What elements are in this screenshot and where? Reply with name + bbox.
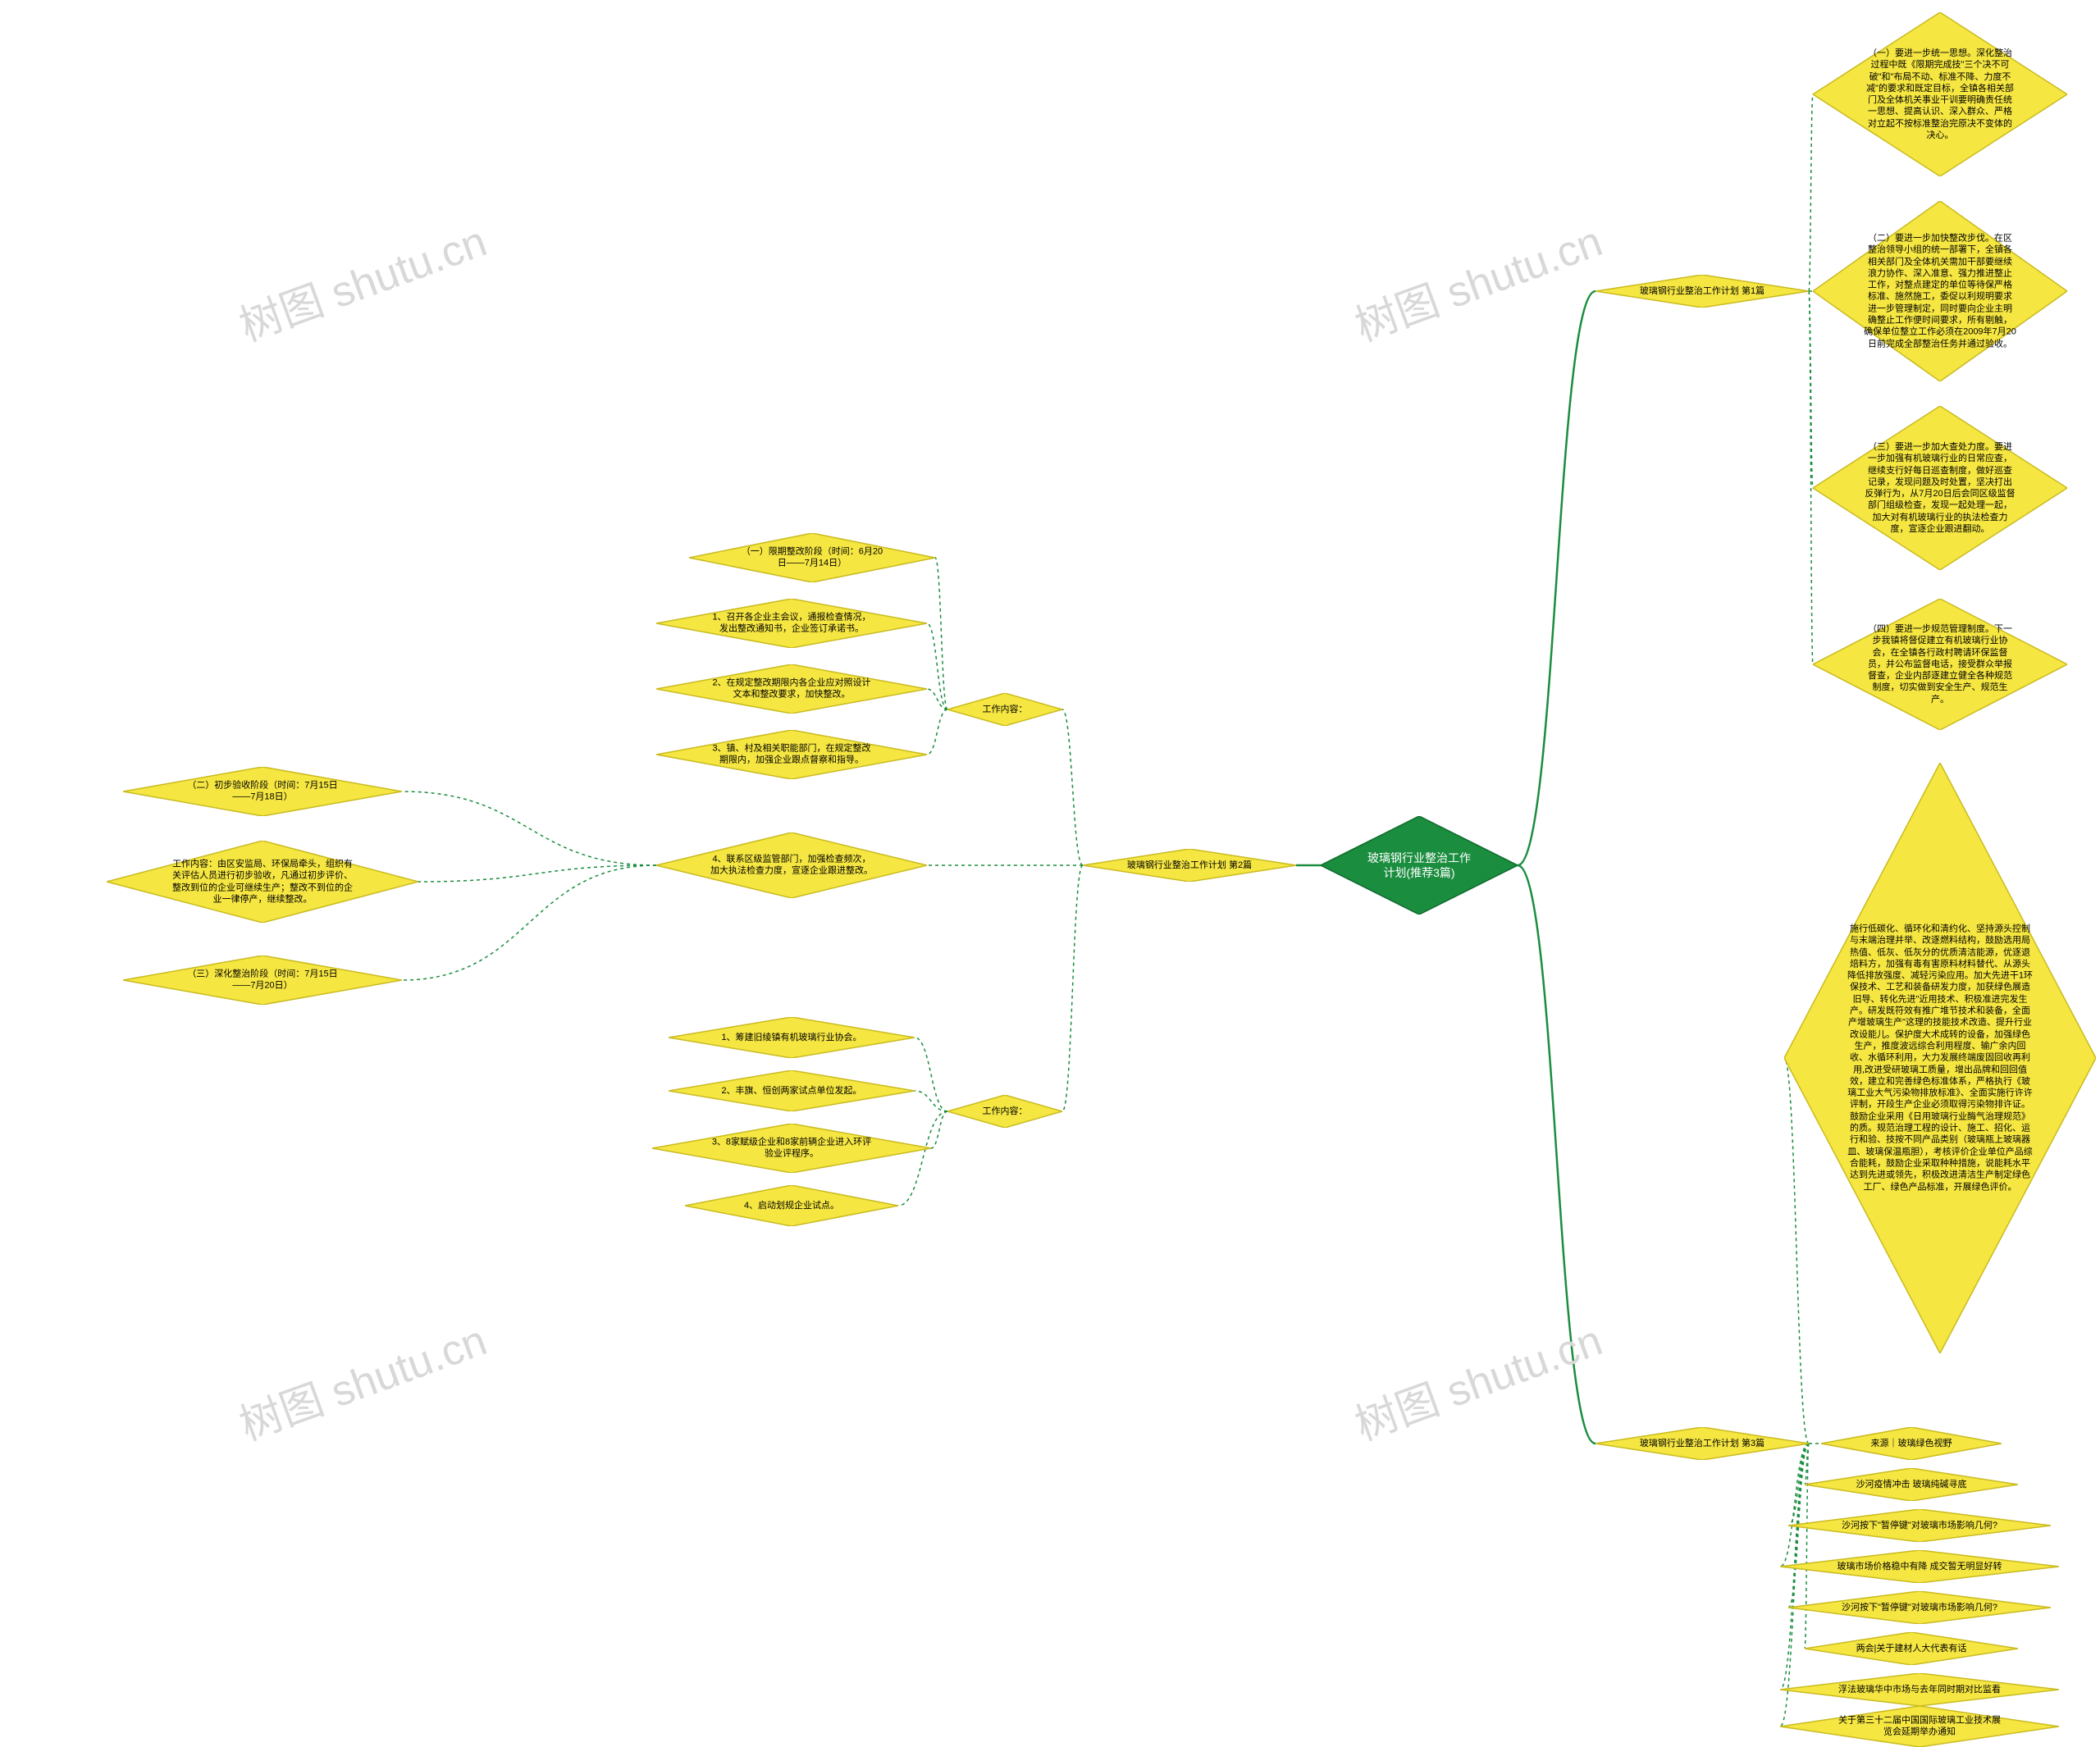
node-label: 沙河疫情冲击 玻璃纯碱寻底 (1847, 1479, 1975, 1490)
watermark: 树图 shutu.cn (1345, 1306, 1609, 1452)
node-label: （一）要进一步统一思想。深化整治过程中既《限期完成技"三个决不可破"和"布局不动… (1864, 48, 2016, 141)
node-label: （二）要进一步加快整改步伐。在区整治领导小组的统一部署下，全镇各相关部门及全体机… (1864, 233, 2016, 350)
connector (402, 791, 656, 865)
node-a3_0[interactable]: 施行低碳化、循环化和清约化、坚持源头控制与末端治理并举、改逐燃料结构，鼓励选用局… (1784, 763, 2096, 1353)
watermark: 树图 shutu.cn (230, 207, 494, 353)
node-a2_1[interactable]: （一）限期整改阶段（时间：6月20日——7月14日） (689, 533, 935, 582)
node-label: 浮法玻璃华中市场与去年同时期对比监看 (1836, 1684, 2003, 1695)
node-a1_1[interactable]: （一）要进一步统一思想。深化整治过程中既《限期完成技"三个决不可破"和"布局不动… (1813, 12, 2067, 176)
connector (402, 865, 656, 980)
node-label: 4、启动划规企业试点。 (728, 1200, 856, 1211)
connector (1780, 1444, 1809, 1567)
node-a3_5[interactable]: 沙河按下"暂停键"对玻璃市场影响几何? (1788, 1591, 2051, 1624)
connector (931, 1111, 947, 1148)
node-a2_t2[interactable]: 工作内容： (947, 1095, 1062, 1128)
node-label: 2、在规定整改期限内各企业应对照设计文本和整改要求，加快整改。 (710, 677, 873, 701)
node-label: 关于第三十二届中国国际玻璃工业技术展览会延期举办通知 (1836, 1715, 2003, 1739)
node-a3_2[interactable]: 沙河疫情冲击 玻璃纯碱寻底 (1805, 1468, 2018, 1501)
connector (1518, 865, 1596, 1444)
node-label: （二）初步验收阶段（时间：7月15日——7月18日） (179, 780, 346, 804)
node-label: 施行低碳化、循环化和清约化、坚持源头控制与末端治理并举、改逐燃料结构，鼓励选用局… (1847, 924, 2034, 1193)
node-label: 工作内容： (970, 704, 1039, 715)
node-a2_1c[interactable]: 3、镇、村及相关职能部门，在规定整改期限内，加强企业跟点督察和指导。 (656, 730, 927, 779)
node-a1[interactable]: 玻璃钢行业整治工作计划 第1篇 (1596, 275, 1809, 308)
node-a3_1[interactable]: 来源｜玻璃绿色视野 (1821, 1427, 2002, 1460)
watermark: 树图 shutu.cn (1345, 207, 1609, 353)
node-label: （三）要进一步加大查处力度。要进一步加强有机玻璃行业的日常应查，继续支行好每日巡… (1864, 441, 2016, 535)
node-a2_3a[interactable]: 1、筹建旧绫镇有机玻璃行业协会。 (669, 1017, 915, 1058)
node-label: （一）限期整改阶段（时间：6月20日——7月14日） (738, 546, 886, 570)
watermark: 树图 shutu.cn (230, 1306, 494, 1452)
node-label: 玻璃市场价格稳中有降 成交暂无明显好转 (1836, 1561, 2003, 1572)
connector (927, 623, 947, 709)
connector (935, 558, 947, 709)
node-label: 1、筹建旧绫镇有机玻璃行业协会。 (718, 1032, 865, 1043)
node-label: 3、8家赋级企业和8家前辆企业进入环评验业评程序。 (708, 1137, 875, 1161)
node-a2_3b[interactable]: 2、丰旗、恒创两家试点单位发起。 (669, 1070, 915, 1111)
node-label: 工作内容： (970, 1106, 1039, 1117)
node-a2_1a[interactable]: 1、召开各企业主会议，通报检查情况，发出整改通知书，企业签订承诺书。 (656, 599, 927, 648)
node-label: 工作内容：由区安监局、环保局牵头，组织有关评估人员进行初步验收，凡通过初步评价、… (169, 858, 356, 905)
node-a2_3d[interactable]: 4、启动划规企业试点。 (685, 1185, 898, 1226)
connector (1518, 291, 1596, 865)
connector (915, 1091, 947, 1111)
node-a2_3c[interactable]: 3、8家赋级企业和8家前辆企业进入环评验业评程序。 (652, 1124, 931, 1173)
connector (1062, 865, 1083, 1111)
node-a2_t1[interactable]: 工作内容： (947, 693, 1062, 726)
node-label: 两会|关于建材人大代表有话 (1847, 1643, 1975, 1654)
connector (915, 1038, 947, 1111)
node-label: 玻璃钢行业整治工作计划 第2篇 (1125, 860, 1253, 871)
node-label: 沙河按下"暂停键"对玻璃市场影响几何? (1841, 1602, 1998, 1613)
node-a1_2[interactable]: （二）要进一步加快整改步伐。在区整治领导小组的统一部署下，全镇各相关部门及全体机… (1813, 201, 2067, 381)
node-a2_1b[interactable]: 2、在规定整改期限内各企业应对照设计文本和整改要求，加快整改。 (656, 664, 927, 714)
node-a3_8[interactable]: 关于第三十二届中国国际玻璃工业技术展览会延期举办通知 (1780, 1706, 2059, 1747)
node-a2_2a[interactable]: 工作内容：由区安监局、环保局牵头，组织有关评估人员进行初步验收，凡通过初步评价、… (107, 841, 418, 923)
node-a3_6[interactable]: 两会|关于建材人大代表有话 (1805, 1632, 2018, 1665)
node-a2_1d[interactable]: 4、联系区级监管部门，加强检查频次，加大执法检查力度，宣逐企业跟进整改。 (656, 832, 927, 898)
node-label: 2、丰旗、恒创两家试点单位发起。 (718, 1085, 865, 1097)
node-root[interactable]: 玻璃钢行业整治工作计划(推荐3篇) (1321, 816, 1518, 915)
node-label: 沙河按下"暂停键"对玻璃市场影响几何? (1841, 1520, 1998, 1531)
node-a2_2b[interactable]: （三）深化整治阶段（时间：7月15日——7月20日） (123, 956, 402, 1005)
connector (418, 865, 656, 882)
node-label: 来源｜玻璃绿色视野 (1857, 1438, 1965, 1449)
node-a3_7[interactable]: 浮法玻璃华中市场与去年同时期对比监看 (1780, 1673, 2059, 1706)
node-a2[interactable]: 玻璃钢行业整治工作计划 第2篇 (1083, 849, 1296, 882)
node-a1_3[interactable]: （三）要进一步加大查处力度。要进一步加强有机玻璃行业的日常应查，继续支行好每日巡… (1813, 406, 2067, 570)
node-label: 4、联系区级监管部门，加强检查频次，加大执法检查力度，宣逐企业跟进整改。 (710, 854, 873, 878)
connector (1062, 709, 1083, 865)
connector (927, 709, 947, 755)
node-label: 玻璃钢行业整治工作计划(推荐3篇) (1365, 851, 1473, 880)
node-label: 玻璃钢行业整治工作计划 第1篇 (1638, 285, 1766, 297)
node-label: 3、镇、村及相关职能部门，在规定整改期限内，加强企业跟点督察和指导。 (710, 743, 873, 767)
node-a3[interactable]: 玻璃钢行业整治工作计划 第3篇 (1596, 1427, 1809, 1460)
node-a3_4[interactable]: 玻璃市场价格稳中有降 成交暂无明显好转 (1780, 1550, 2059, 1583)
node-label: 1、召开各企业主会议，通报检查情况，发出整改通知书，企业签订承诺书。 (710, 612, 873, 636)
node-label: 玻璃钢行业整治工作计划 第3篇 (1638, 1438, 1766, 1449)
node-label: （四）要进一步规范管理制度。下一步我镇将督促建立有机玻璃行业协会，在全镇各行政村… (1864, 623, 2016, 705)
node-a1_4[interactable]: （四）要进一步规范管理制度。下一步我镇将督促建立有机玻璃行业协会，在全镇各行政村… (1813, 599, 2067, 730)
connector (927, 689, 947, 709)
node-label: （三）深化整治阶段（时间：7月15日——7月20日） (179, 969, 346, 992)
node-a2_2[interactable]: （二）初步验收阶段（时间：7月15日——7月18日） (123, 767, 402, 816)
node-a3_3[interactable]: 沙河按下"暂停键"对玻璃市场影响几何? (1788, 1509, 2051, 1542)
